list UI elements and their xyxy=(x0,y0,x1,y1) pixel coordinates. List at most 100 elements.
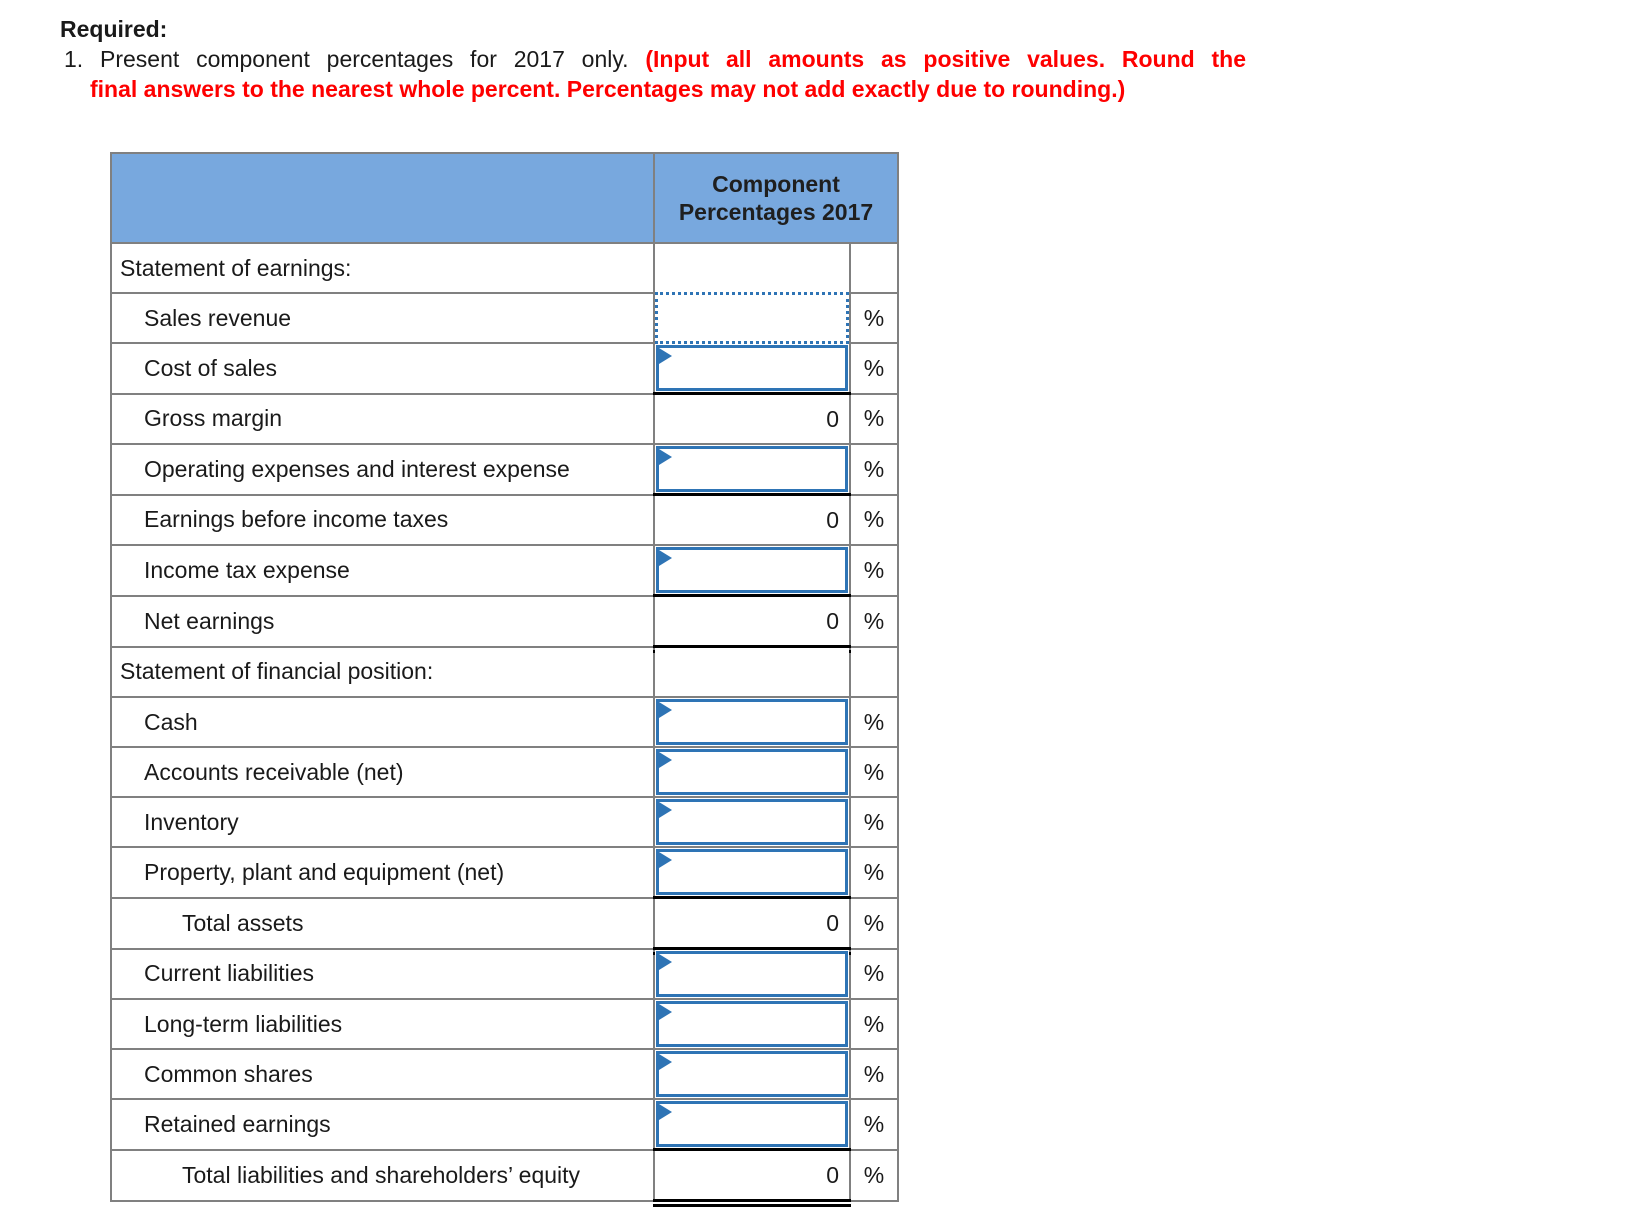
percent-sign: % xyxy=(863,607,885,634)
input-marker-icon xyxy=(659,1054,672,1070)
percent-sign: % xyxy=(863,354,885,381)
percentage-input[interactable] xyxy=(656,849,848,895)
value-cell xyxy=(653,544,851,597)
input-marker-icon xyxy=(659,348,672,364)
value-cell xyxy=(653,292,851,344)
table-body: Statement of earnings: Sales revenue% Cost… xyxy=(110,242,899,1209)
table-row: Statement of financial position: xyxy=(110,645,899,698)
percent-cell xyxy=(849,242,899,294)
row-label: Statement of earnings: xyxy=(110,242,655,294)
value-cell xyxy=(653,242,851,294)
value-cell xyxy=(653,645,851,698)
input-marker-icon xyxy=(659,752,672,768)
row-label: Cost of sales xyxy=(110,342,655,395)
row-label: Accounts receivable (net) xyxy=(110,746,655,798)
table-row: Common shares% xyxy=(110,1048,899,1100)
row-label: Long-term liabilities xyxy=(110,998,655,1050)
table-row: Total assets 0% xyxy=(110,896,899,957)
row-label: Current liabilities xyxy=(110,947,655,1000)
value-cell: 0 xyxy=(653,896,852,957)
percent-cell: % xyxy=(849,392,899,445)
row-label: Total liabilities and shareholders’ equi… xyxy=(110,1148,655,1202)
table-row: Income tax expense% xyxy=(110,544,899,597)
table-row: Accounts receivable (net)% xyxy=(110,746,899,798)
percentage-input[interactable] xyxy=(656,1051,848,1097)
percent-sign: % xyxy=(863,758,885,785)
row-label: Operating expenses and interest expense xyxy=(110,443,655,496)
value-cell: 0 xyxy=(653,1148,852,1209)
value-cell xyxy=(653,1048,851,1100)
percentage-input[interactable] xyxy=(656,547,848,593)
percent-cell: % xyxy=(849,896,899,950)
percent-sign: % xyxy=(863,1010,885,1037)
value-cell xyxy=(653,846,851,899)
row-label: Property, plant and equipment (net) xyxy=(110,846,655,899)
value-cell xyxy=(653,443,851,496)
input-marker-icon xyxy=(659,802,672,818)
instruction-warning-line-1: (Input all amounts as positive values. R… xyxy=(645,46,1247,72)
table-header-cell: Component Percentages 2017 xyxy=(653,152,899,244)
percent-cell: % xyxy=(849,796,899,848)
table-row: Cash% xyxy=(110,696,899,748)
row-label: Cash xyxy=(110,696,655,748)
percent-cell: % xyxy=(849,342,899,395)
value-cell: 0 xyxy=(653,594,852,655)
item-number: 1. xyxy=(64,46,84,72)
percent-cell: % xyxy=(849,443,899,496)
percent-cell: % xyxy=(849,746,899,798)
computed-value: 0 xyxy=(826,909,839,936)
table-row: Current liabilities% xyxy=(110,947,899,1000)
required-heading: Required: xyxy=(60,16,168,42)
percent-cell: % xyxy=(849,1098,899,1151)
percentage-input[interactable] xyxy=(656,699,848,745)
row-label: Common shares xyxy=(110,1048,655,1100)
percentage-input[interactable] xyxy=(656,446,848,492)
table-row: Long-term liabilities% xyxy=(110,998,899,1050)
component-percentages-table: Component Percentages 2017 Statement of … xyxy=(110,152,899,1209)
percentage-input[interactable] xyxy=(656,1101,848,1147)
table-row: Gross margin 0% xyxy=(110,392,899,445)
percent-cell: % xyxy=(849,544,899,597)
percent-sign: % xyxy=(863,1161,885,1188)
computed-value: 0 xyxy=(826,607,839,634)
table-row: Property, plant and equipment (net)% xyxy=(110,846,899,899)
table-row: Inventory% xyxy=(110,796,899,848)
percent-sign: % xyxy=(863,909,885,936)
computed-value: 0 xyxy=(826,405,839,432)
table-row: Sales revenue% xyxy=(110,292,899,344)
row-label: Gross margin xyxy=(110,392,655,445)
percent-cell: % xyxy=(849,947,899,1000)
table-row: Net earnings 0% xyxy=(110,594,899,655)
row-label: Income tax expense xyxy=(110,544,655,597)
instruction-warning-line-2: final answers to the nearest whole perce… xyxy=(90,76,1126,102)
computed-value: 0 xyxy=(826,506,839,533)
percent-cell: % xyxy=(849,292,899,344)
problem-statement: 1. Present component percentages for 201… xyxy=(60,44,1246,104)
value-cell xyxy=(653,796,851,848)
computed-value: 0 xyxy=(826,1161,839,1188)
header-spacer-cell xyxy=(110,152,655,244)
table-row: Operating expenses and interest expense% xyxy=(110,443,899,496)
percentage-input[interactable] xyxy=(656,749,848,795)
input-marker-icon xyxy=(659,449,672,465)
value-cell xyxy=(653,696,851,748)
percent-sign: % xyxy=(863,455,885,482)
table-row: Earnings before income taxes 0% xyxy=(110,493,899,546)
percent-sign: % xyxy=(863,960,885,987)
percent-cell: % xyxy=(849,998,899,1050)
problem-text: Present component percentages for 2017 o… xyxy=(100,46,629,72)
percentage-input[interactable] xyxy=(656,1001,848,1047)
table-row: Total liabilities and shareholders’ equi… xyxy=(110,1148,899,1209)
percentage-input[interactable] xyxy=(656,799,848,845)
value-cell: 0 xyxy=(653,493,851,546)
input-marker-icon xyxy=(659,702,672,718)
input-marker-icon xyxy=(659,954,672,970)
percent-cell xyxy=(849,645,899,698)
percentage-input-active[interactable] xyxy=(655,292,849,344)
percentage-input[interactable] xyxy=(656,345,848,391)
value-cell xyxy=(653,746,851,798)
percentage-input[interactable] xyxy=(656,951,848,997)
value-cell xyxy=(653,998,851,1050)
percent-sign: % xyxy=(863,808,885,835)
percent-sign: % xyxy=(863,1110,885,1137)
